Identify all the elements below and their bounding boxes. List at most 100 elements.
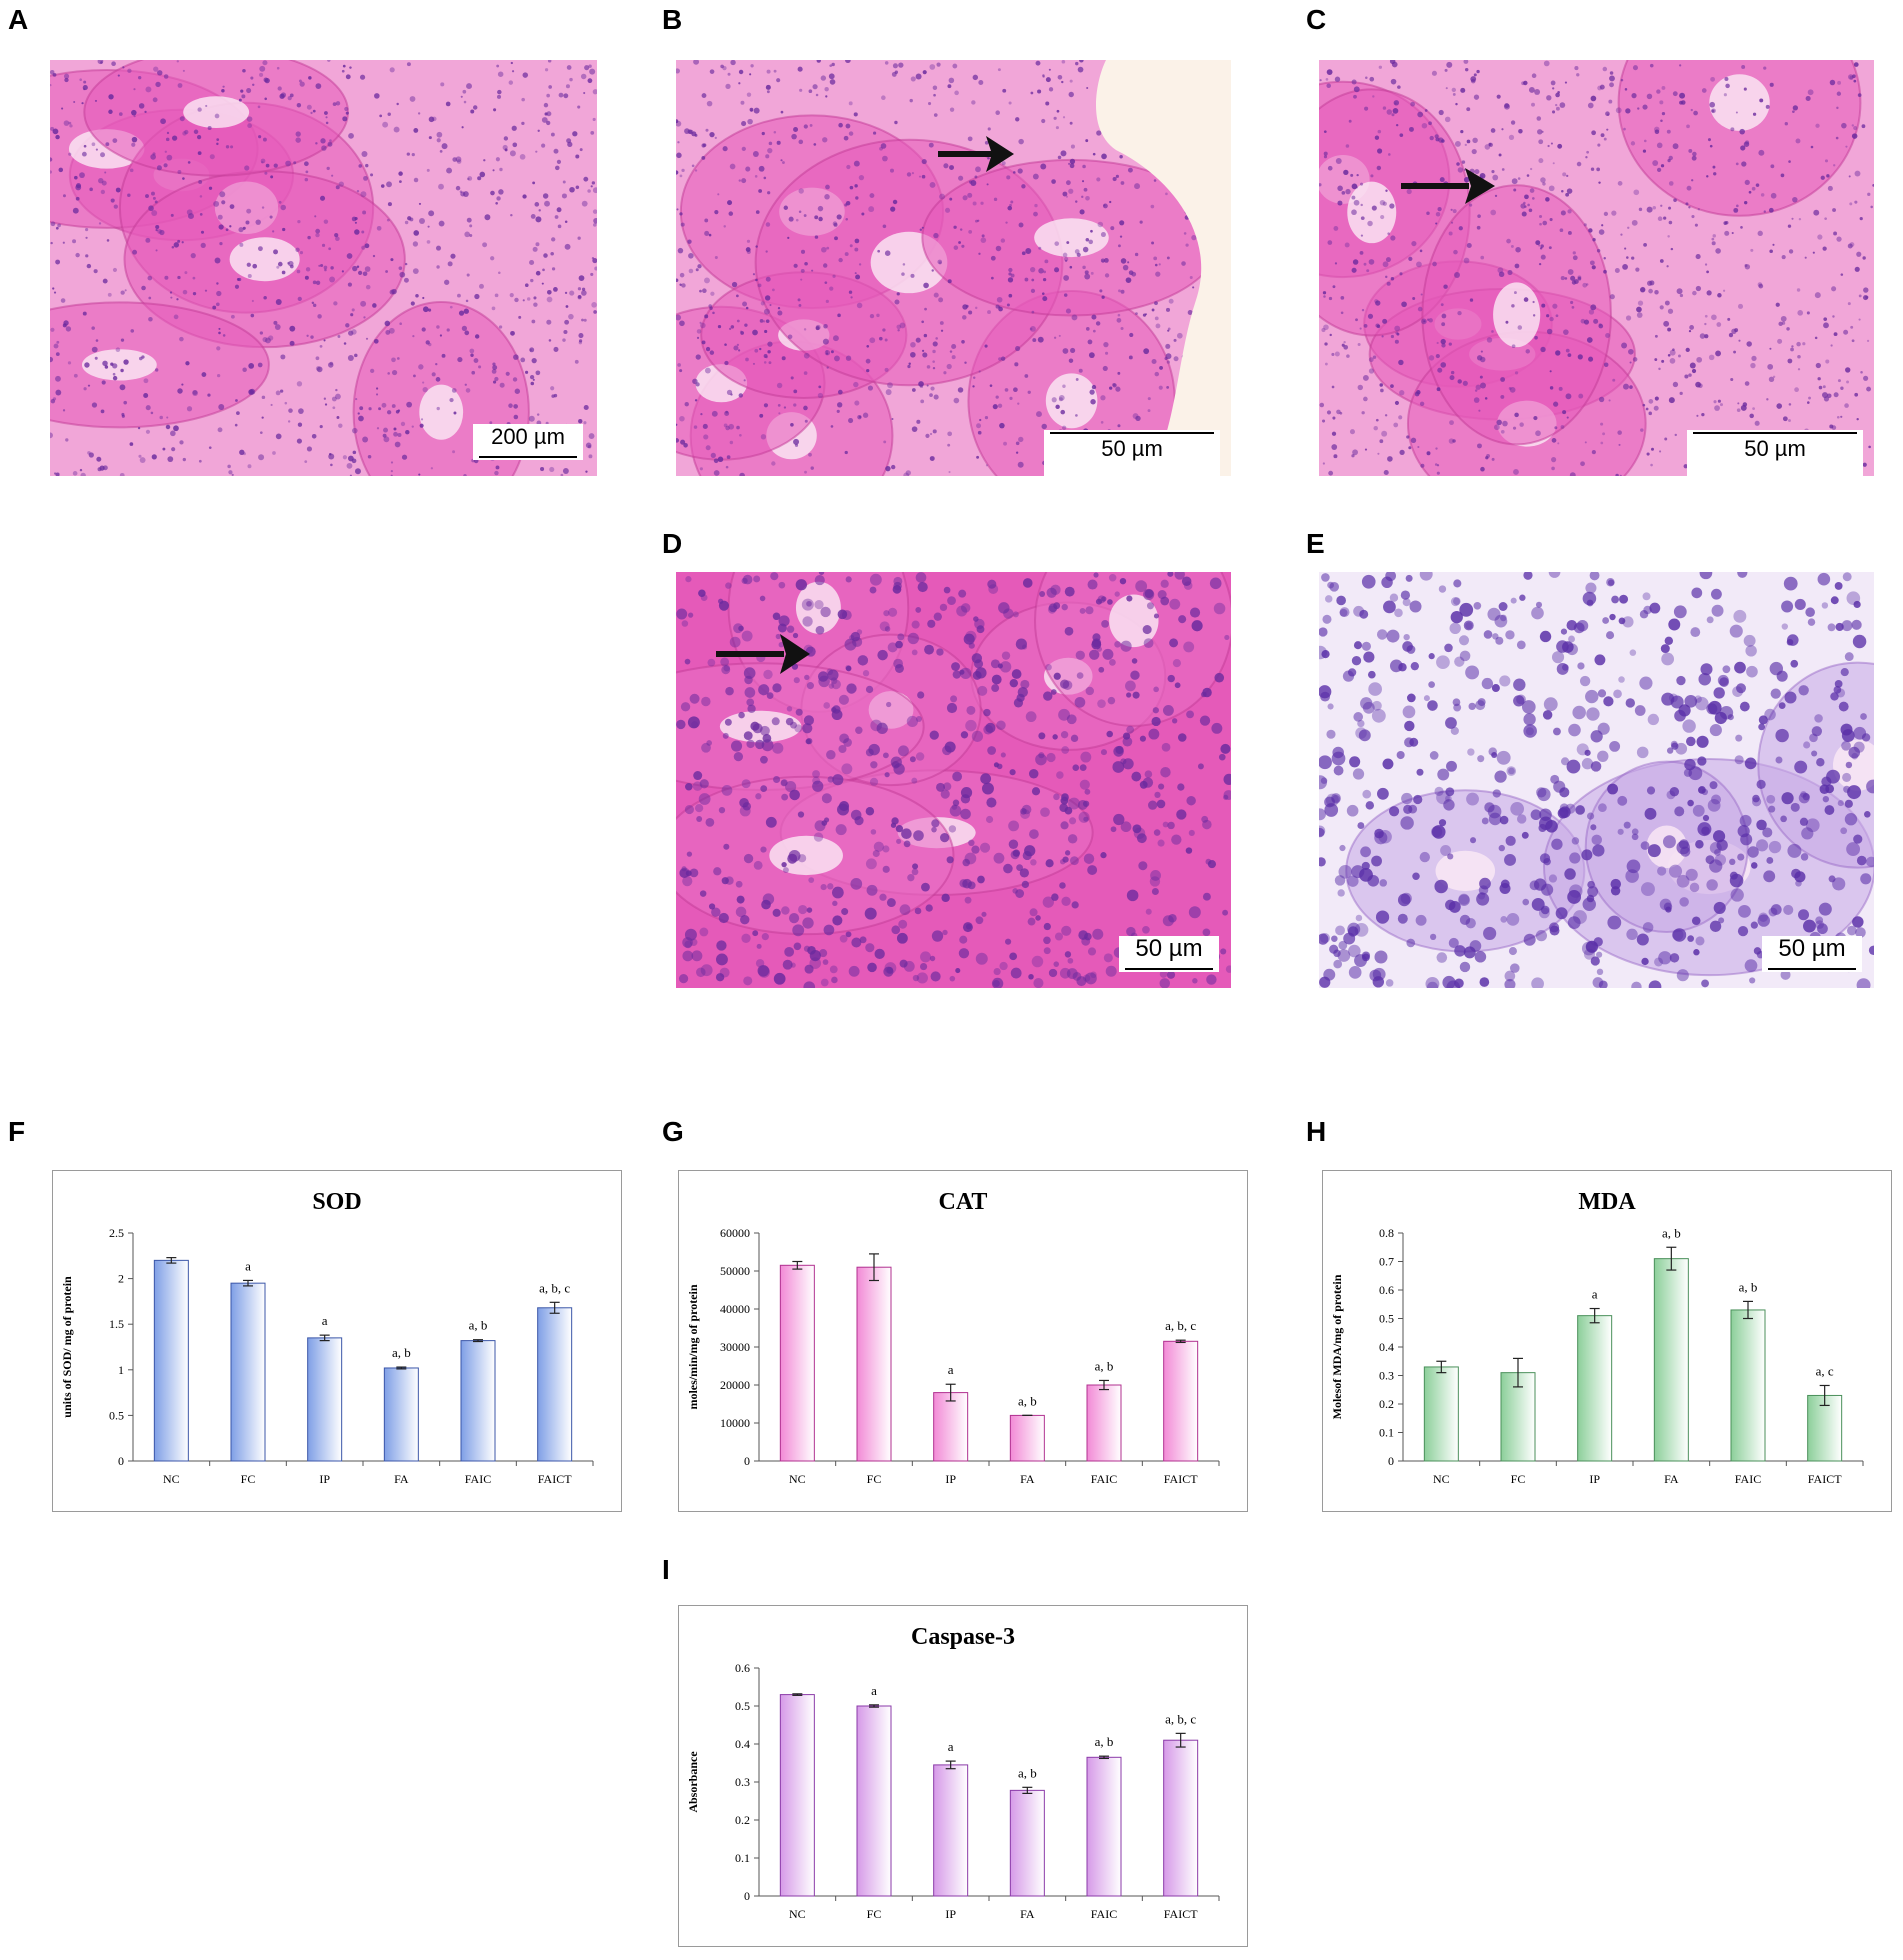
x-tick-label: IP [1589, 1472, 1600, 1486]
significance-label: a, c [1816, 1363, 1834, 1378]
scale-label-a: 200 µm [491, 424, 565, 449]
significance-label: a, b [1018, 1393, 1037, 1408]
y-tick-label: 0.2 [1379, 1397, 1394, 1411]
lumen-region-b [1096, 60, 1231, 476]
significance-label: a [948, 1739, 954, 1754]
x-tick-label: FAIC [465, 1472, 491, 1486]
scale-bar-d: 50 µm [1119, 936, 1219, 972]
x-tick-label: FAICT [1164, 1907, 1198, 1921]
bar-ip [933, 1764, 969, 1897]
panel-letter-d: D [662, 528, 683, 559]
bar-fc [856, 1705, 892, 1897]
panel-letter-a: A [8, 4, 29, 35]
y-tick-label: 0.6 [1379, 1283, 1394, 1297]
significance-label: a, b [469, 1318, 488, 1333]
x-tick-label: FC [867, 1907, 882, 1921]
x-tick-label: FC [867, 1472, 882, 1486]
y-tick-label: 2.5 [109, 1226, 124, 1240]
x-tick-label: FC [241, 1472, 256, 1486]
bar-fa [383, 1367, 419, 1462]
bar-fc [230, 1282, 266, 1462]
y-tick-label: 0.2 [735, 1813, 750, 1827]
significance-label: a, b, c [1165, 1318, 1196, 1333]
y-tick-label: 60000 [720, 1226, 750, 1240]
scale-bar-c: 50 µm [1687, 430, 1863, 476]
panel-letter-g: G [662, 1116, 684, 1147]
y-tick-label: 0 [118, 1454, 124, 1468]
y-tick-label: 0.3 [735, 1775, 750, 1789]
panel-letter-c: C [1306, 4, 1327, 35]
tissue-texture-e [1319, 572, 1874, 988]
y-tick-label: 0.6 [735, 1661, 750, 1675]
y-tick-label: 50000 [720, 1264, 750, 1278]
scale-label-c: 50 µm [1744, 436, 1806, 461]
bar-ip [933, 1392, 969, 1462]
x-tick-label: FA [394, 1472, 409, 1486]
y-tick-label: 0.8 [1379, 1226, 1394, 1240]
significance-label: a [948, 1362, 954, 1377]
arrow-icon [938, 136, 1014, 172]
micrograph-a: 200 µm [50, 60, 597, 476]
x-tick-label: FC [1511, 1472, 1526, 1486]
significance-label: a, b, c [539, 1280, 570, 1295]
bar-fc [856, 1266, 892, 1462]
scale-label-d: 50 µm [1135, 935, 1203, 962]
y-tick-label: 10000 [720, 1416, 750, 1430]
significance-label: a, b [1739, 1279, 1758, 1294]
chart-mda: MDA Molesof MDA/mg of protein 0 0.1 0.2 0.3 0.… [1322, 1170, 1892, 1512]
panel-letter-h: H [1306, 1116, 1327, 1147]
y-tick-label: 1.5 [109, 1317, 124, 1331]
bar-faic [1730, 1309, 1766, 1462]
y-axis-label: Absorbance [686, 1751, 700, 1813]
bar-fa [1009, 1414, 1045, 1462]
y-tick-label: 0.5 [1379, 1312, 1394, 1326]
x-tick-label: FA [1020, 1472, 1035, 1486]
chart-cat-svg: CAT moles/min/mg of protein 0 10000 20000 300… [686, 1189, 1220, 1486]
panel-letter-i: I [662, 1554, 670, 1585]
bar-faict [1807, 1394, 1843, 1462]
y-tick-label: 0.1 [735, 1851, 750, 1865]
x-tick-label: IP [945, 1472, 956, 1486]
chart-caspase-3: Caspase-3 Absorbance 0 0.1 0.2 0.3 0.4 0.5 0.6 NC… [678, 1605, 1248, 1947]
bar-ip [1577, 1315, 1613, 1462]
y-tick-label: 0.4 [1379, 1340, 1394, 1354]
bar-faic [1086, 1384, 1122, 1462]
chart-caspase-3-svg: Caspase-3 Absorbance 0 0.1 0.2 0.3 0.4 0.5 0.6 NC… [686, 1624, 1220, 1921]
micrograph-b: 50 µm [676, 60, 1231, 476]
x-tick-label: FAIC [1091, 1472, 1117, 1486]
chart-title: MDA [1578, 1189, 1636, 1215]
y-axis-label: Molesof MDA/mg of protein [1330, 1274, 1344, 1419]
y-tick-label: 0 [744, 1454, 750, 1468]
bar-nc [779, 1694, 815, 1897]
scale-bar-a: 200 µm [473, 424, 583, 460]
scale-bar-b: 50 µm [1044, 430, 1220, 476]
y-tick-label: 2 [118, 1272, 124, 1286]
y-tick-label: 1 [118, 1363, 124, 1377]
y-tick-label: 30000 [720, 1340, 750, 1354]
y-tick-label: 0.3 [1379, 1369, 1394, 1383]
bar-fa [1653, 1258, 1689, 1462]
significance-label: a, b [392, 1345, 411, 1360]
bar-faict [1163, 1739, 1199, 1897]
x-tick-label: FAICT [1164, 1472, 1198, 1486]
y-tick-label: 0.5 [735, 1699, 750, 1713]
micrograph-c: 50 µm [1319, 60, 1874, 476]
significance-label: a, b [1018, 1765, 1037, 1780]
significance-label: a, b, c [1165, 1711, 1196, 1726]
bar-fa [1009, 1789, 1045, 1897]
x-tick-label: IP [945, 1907, 956, 1921]
micrograph-e: 50 µm [1319, 572, 1874, 988]
significance-label: a, b [1095, 1358, 1114, 1373]
x-tick-label: NC [789, 1907, 806, 1921]
x-tick-label: FAICT [538, 1472, 572, 1486]
bar-nc [153, 1259, 189, 1462]
x-tick-label: IP [319, 1472, 330, 1486]
x-tick-label: FAIC [1091, 1907, 1117, 1921]
chart-sod: SOD units of SOD/ mg of protein 0 0.5 1 1.5 2 2… [52, 1170, 622, 1512]
x-tick-label: NC [789, 1472, 806, 1486]
micrograph-d: 50 µm [676, 572, 1231, 988]
bar-nc [779, 1264, 815, 1462]
significance-label: a, b [1095, 1734, 1114, 1749]
significance-label: a [871, 1683, 877, 1698]
significance-label: a [322, 1313, 328, 1328]
